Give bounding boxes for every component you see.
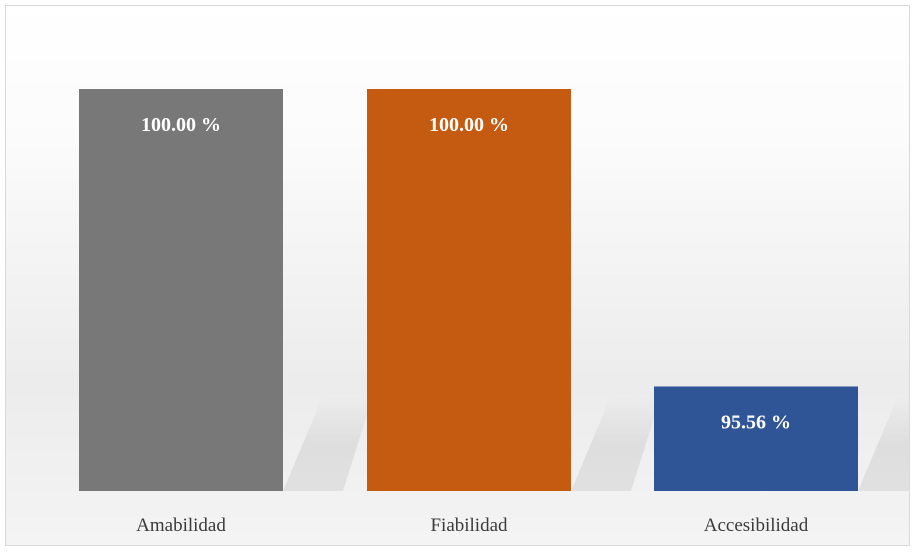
bar-accesibilidad bbox=[654, 386, 858, 491]
category-label: Accesibilidad bbox=[704, 515, 809, 536]
data-label: 100.00 % bbox=[141, 114, 221, 136]
bar-amabilidad bbox=[79, 89, 283, 491]
bar-shadow bbox=[283, 396, 373, 491]
data-label: 95.56 % bbox=[721, 411, 791, 433]
data-label: 100.00 % bbox=[429, 114, 509, 136]
category-label: Amabilidad bbox=[136, 515, 226, 536]
bar-chart: 100.00 % Amabilidad 100.00 % Fiabilidad 95.5… bbox=[79, 89, 909, 536]
chart-area: 100.00 % Amabilidad 100.00 % Fiabilidad 95.5… bbox=[5, 5, 910, 546]
bar-shadow bbox=[858, 396, 909, 491]
category-label: Fiabilidad bbox=[430, 515, 508, 536]
bar-fiabilidad bbox=[367, 89, 571, 491]
bar-shadow bbox=[571, 396, 661, 491]
